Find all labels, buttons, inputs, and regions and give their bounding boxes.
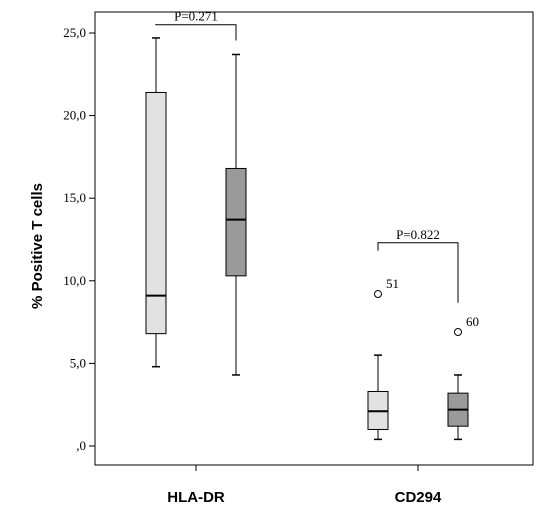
y-tick-label: 5,0 (70, 355, 86, 370)
y-tick-label: 20,0 (63, 108, 86, 123)
box-hla-dr-group-1 (145, 37, 167, 368)
bracket-line (377, 242, 459, 303)
y-tick-label: 15,0 (63, 190, 86, 205)
outlier-label: 51 (386, 276, 399, 291)
outlier-point (454, 328, 462, 337)
box-cd294-group-1: 51 (367, 276, 399, 441)
y-tick-label: ,0 (76, 438, 86, 453)
y-axis-title: % Positive T cells (29, 183, 46, 309)
significance-annotations: P=0.271 P=0.822 (155, 9, 459, 303)
box-iqr (225, 167, 247, 277)
outlier-label: 60 (466, 314, 479, 329)
y-axis: ,0 5,0 10,0 15,0 20,0 25,0 (63, 25, 95, 453)
bracket-line (155, 23, 237, 41)
significance-bracket: P=0.822 (377, 227, 459, 303)
boxes: 51 60 (145, 37, 479, 441)
x-category-label: CD294 (395, 489, 442, 506)
outlier-point (374, 290, 382, 299)
x-axis: HLA-DR CD294 (167, 465, 442, 506)
y-tick-label: 25,0 (63, 25, 86, 40)
box-iqr (145, 91, 167, 335)
box-cd294-group-2: 60 (447, 314, 479, 441)
p-value-label: P=0.822 (396, 227, 440, 242)
y-tick-label: 10,0 (63, 273, 86, 288)
x-category-label: HLA-DR (167, 489, 225, 506)
significance-bracket: P=0.271 (155, 9, 237, 41)
box-hla-dr-group-2 (225, 53, 247, 376)
plot-frame (94, 11, 534, 466)
p-value-label: P=0.271 (174, 9, 218, 24)
